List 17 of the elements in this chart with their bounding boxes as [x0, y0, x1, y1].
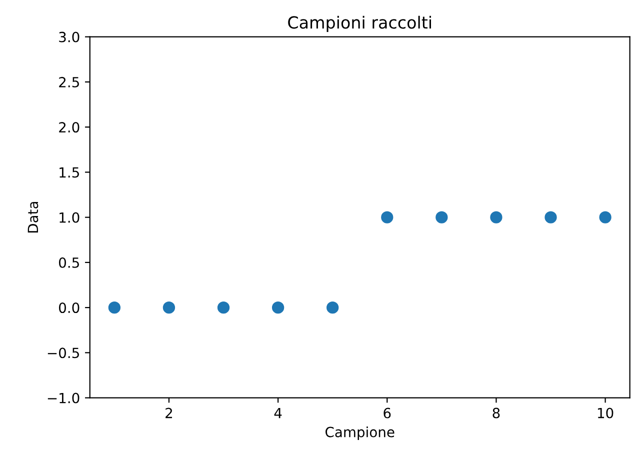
x-tick-label: 4 [274, 408, 282, 418]
y-tick-label: 2.5 [59, 76, 79, 88]
x-tick-label: 2 [166, 408, 172, 418]
y-tick-label: 1.0 [60, 212, 80, 223]
y-tick-label: 1.5 [60, 167, 79, 178]
x-tick-label: 8 [492, 408, 500, 418]
y-tick-label: 0.0 [58, 302, 80, 314]
y-tick-label: 2.0 [59, 122, 80, 133]
y-tick-label: −0.5 [48, 348, 79, 358]
x-axis-title: Campione [326, 426, 394, 440]
y-axis-title: Data [28, 202, 38, 233]
x-tick-label: 10 [598, 408, 614, 418]
x-tick-label: 6 [384, 408, 391, 418]
y-tick-label: 0.5 [58, 257, 79, 268]
y-tick-label: 3.0 [59, 32, 80, 42]
y-tick-label: −1.0 [48, 392, 80, 404]
chart-title: Campioni raccolti [288, 16, 431, 32]
